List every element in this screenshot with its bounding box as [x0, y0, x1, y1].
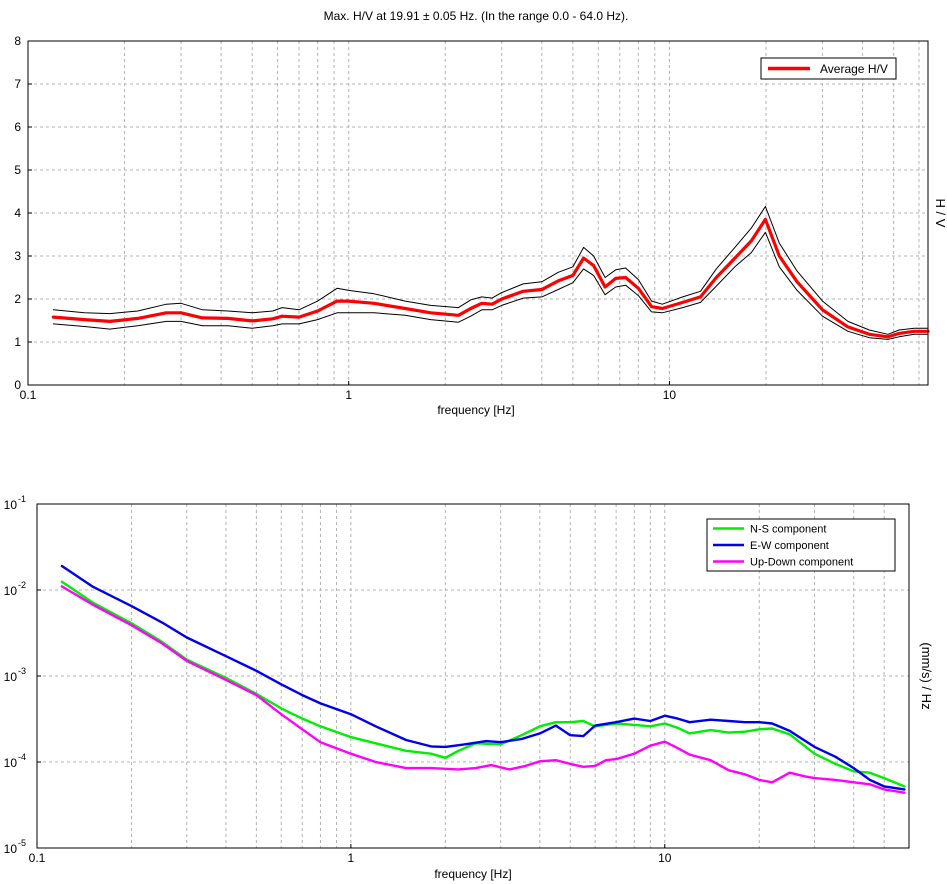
spectra-y-axis-label: (mm/s) / Hz — [919, 642, 934, 709]
spectra-y-tick-label: 10 — [4, 498, 18, 512]
hv-y-tick-label: 6 — [14, 120, 21, 134]
hv-x-tick-label: 10 — [663, 388, 677, 402]
hv-x-tick-label: 1 — [345, 388, 352, 402]
spectra-y-tick-label: 10 — [4, 670, 18, 684]
hv-series-average-h-v-line — [51, 217, 930, 339]
hv-chart: Max. H/V at 19.91 ± 0.05 Hz. (In the ran… — [14, 9, 947, 417]
hv-y-tick-label: 4 — [14, 206, 21, 220]
spectra-y-tick-label: 10 — [4, 584, 18, 598]
spectra-series — [60, 564, 906, 794]
hv-y-tick-label: 8 — [14, 34, 21, 48]
hv-y-tick-label: 1 — [14, 335, 21, 349]
legend-label-updown: Up-Down component — [750, 557, 853, 569]
legend-label-ew: E-W component — [750, 540, 829, 552]
spectra-y-tick-exponent: -3 — [18, 666, 26, 676]
spectra-legend: N-S component E-W component Up-Down comp… — [706, 518, 896, 572]
hv-y-ticks: 0 1 2 3 4 5 6 7 8 — [14, 34, 32, 392]
spectra-x-tick-label: 0.1 — [29, 851, 46, 865]
hv-legend-box — [760, 57, 897, 80]
hv-series — [51, 206, 930, 340]
spectra-y-tick-label: 10 — [4, 842, 18, 856]
spectra-x-axis-label: frequency [Hz] — [434, 867, 511, 881]
spectra-series-up-down-component-line — [60, 585, 906, 794]
spectra-x-ticks: 0.1 1 10 — [29, 844, 672, 865]
legend-label-ns: N-S component — [750, 524, 826, 536]
hv-y-tick-label: 0 — [14, 378, 21, 392]
legend-label-average-hv: Average H/V — [820, 62, 888, 76]
hv-grid — [28, 41, 928, 385]
hv-chart-title: Max. H/V at 19.91 ± 0.05 Hz. (In the ran… — [324, 9, 629, 23]
hv-y-tick-label: 7 — [14, 77, 21, 91]
hv-y-tick-label: 5 — [14, 163, 21, 177]
spectra-x-tick-label: 10 — [658, 851, 672, 865]
hv-x-axis-label: frequency [Hz] — [437, 403, 514, 417]
spectra-y-tick-exponent: -2 — [18, 580, 26, 590]
hv-y-axis-label: H / V — [933, 199, 947, 228]
hv-series-confidence-band-line — [52, 206, 929, 335]
hv-y-tick-label: 2 — [14, 292, 21, 306]
spectra-grid — [37, 504, 909, 848]
hv-y-tick-label: 3 — [14, 249, 21, 263]
hv-series-confidence-band-line — [52, 231, 929, 340]
hv-x-ticks: 0.1 1 10 — [20, 381, 677, 402]
spectra-x-tick-label: 1 — [348, 851, 355, 865]
spectra-y-tick-label: 10 — [4, 756, 18, 770]
spectra-y-tick-exponent: -4 — [18, 752, 26, 762]
spectra-chart: 10-510-410-310-210-1 0.1 1 10 frequency [H… — [4, 494, 934, 881]
spectra-series-e-w-component-line — [60, 564, 906, 791]
spectra-y-ticks: 10-510-410-310-210-1 — [4, 494, 41, 856]
hv-legend: Average H/V — [760, 57, 897, 80]
spectra-y-tick-exponent: -1 — [18, 494, 26, 504]
hv-x-tick-label: 0.1 — [20, 388, 37, 402]
spectra-series-n-s-component-line — [60, 580, 906, 788]
spectra-y-tick-exponent: -5 — [18, 838, 26, 848]
